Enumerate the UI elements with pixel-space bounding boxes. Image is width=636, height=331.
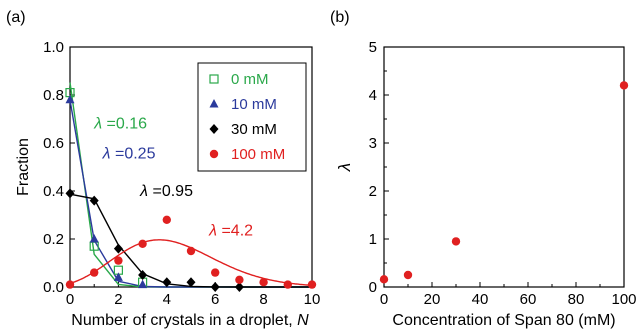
data-point xyxy=(90,268,99,277)
panel-a-x-axis-title-text: Number of crystals in a droplet, xyxy=(71,312,297,329)
y-tick-label: 0 xyxy=(369,279,377,296)
y-tick-label: 3 xyxy=(369,135,377,152)
x-tick-label: 60 xyxy=(520,291,537,308)
fit-curve xyxy=(69,193,312,288)
x-tick-label: 6 xyxy=(211,291,219,308)
lambda-symbol: λ xyxy=(93,116,102,133)
lambda-value: =0.16 xyxy=(102,116,147,133)
x-tick-label: 80 xyxy=(568,291,585,308)
y-tick-label: 1.0 xyxy=(43,39,64,56)
y-tick-label: 0.6 xyxy=(43,135,64,152)
lambda-annotation: λ =0.16 xyxy=(93,116,147,133)
lambda-value: =4.2 xyxy=(217,222,253,239)
data-point xyxy=(114,256,123,265)
lambda-annotation: λ =0.95 xyxy=(139,183,193,200)
data-point xyxy=(89,195,99,206)
lambda-annotation: λ =0.25 xyxy=(102,146,156,163)
legend-label: 100 mM xyxy=(231,146,285,163)
panel-b-y-axis-title: λ xyxy=(335,163,354,172)
data-point xyxy=(210,282,220,292)
lambda-value: =0.95 xyxy=(148,183,193,200)
data-point xyxy=(138,270,148,280)
data-point xyxy=(186,277,196,288)
data-point xyxy=(234,282,244,292)
panel-a-data-points xyxy=(65,87,317,292)
lambda-annotation: λ =4.2 xyxy=(208,222,253,239)
panel-b-x-axis: 0 20 40 60 80 100 xyxy=(380,282,636,308)
panel-b-x-axis-title: Concentration of Span 80 (mM) xyxy=(392,312,615,329)
x-tick-label: 2 xyxy=(114,291,122,308)
x-tick-label: 0 xyxy=(66,291,74,308)
data-point xyxy=(379,275,389,284)
panel-b-plot-frame xyxy=(383,46,625,288)
x-tick-label: 8 xyxy=(259,291,267,308)
y-tick-label: 0.4 xyxy=(43,183,64,200)
data-point xyxy=(451,237,461,246)
data-point xyxy=(113,272,123,281)
panel-a-label: (a) xyxy=(6,9,26,26)
data-point xyxy=(65,94,75,104)
data-point xyxy=(211,268,220,277)
y-tick-label: 0.8 xyxy=(43,87,64,104)
x-tick-label: 40 xyxy=(472,291,489,308)
x-tick-label: 10 xyxy=(304,291,321,308)
y-tick-label: 0.0 xyxy=(43,279,64,296)
legend: 0 mM 10 mM 30 mM 100 mM xyxy=(197,62,307,172)
data-point xyxy=(403,270,413,280)
data-point xyxy=(283,280,292,289)
data-point xyxy=(138,279,148,289)
data-point xyxy=(89,234,99,243)
y-tick-label: 0.2 xyxy=(43,231,64,248)
legend-marker xyxy=(209,99,219,108)
legend-label: 10 mM xyxy=(231,96,277,113)
panel-a-y-axis: 0.0 0.2 0.4 0.6 0.8 1.0 xyxy=(43,39,75,296)
panel-a-y-axis-title: Fraction xyxy=(15,138,32,196)
lambda-symbol: λ xyxy=(208,222,217,239)
panel-a-x-axis-title-variable: N xyxy=(297,312,309,329)
data-point xyxy=(186,246,196,256)
legend-label: 0 mM xyxy=(231,71,269,88)
x-tick-label: 4 xyxy=(163,291,171,308)
x-tick-label: 0 xyxy=(380,291,388,308)
lambda-symbol: λ xyxy=(102,146,111,163)
legend-marker xyxy=(209,124,219,134)
y-tick-label: 1 xyxy=(369,231,377,248)
data-point xyxy=(65,188,75,199)
data-point xyxy=(113,243,123,254)
data-point xyxy=(619,81,629,90)
legend-marker xyxy=(209,149,219,159)
panel-a: (a) 0.00.20.40.60.81.0 0 2 4 6 8 10 Fraction … xyxy=(6,9,320,329)
data-point xyxy=(259,278,268,287)
x-tick-label: 100 xyxy=(611,291,636,308)
panel-b-label: (b) xyxy=(330,9,350,26)
y-tick-label: 5 xyxy=(369,39,377,56)
data-point xyxy=(162,215,171,224)
panel-b-y-axis: 0 1 2 3 4 5 xyxy=(369,39,389,296)
data-point xyxy=(138,239,147,248)
data-point xyxy=(235,275,244,284)
panel-a-x-axis-title: Number of crystals in a droplet, N xyxy=(71,312,309,329)
y-tick-label: 2 xyxy=(369,183,377,200)
legend-marker xyxy=(209,74,219,84)
panel-a-lambda-annotations: λ =0.16λ =0.25λ =0.95λ =4.2 xyxy=(93,116,253,240)
panel-b-data-points xyxy=(379,81,629,284)
legend-label: 30 mM xyxy=(231,121,277,138)
data-point xyxy=(162,277,172,288)
data-point xyxy=(65,280,75,289)
panel-b: (b) 0 1 2 3 4 5 0 20 40 60 80 100 λ Concentration … xyxy=(330,9,636,329)
lambda-value: =0.25 xyxy=(111,146,156,163)
y-tick-label: 4 xyxy=(369,87,377,104)
data-point xyxy=(307,280,317,289)
x-tick-label: 20 xyxy=(424,291,441,308)
lambda-symbol: λ xyxy=(139,183,148,200)
